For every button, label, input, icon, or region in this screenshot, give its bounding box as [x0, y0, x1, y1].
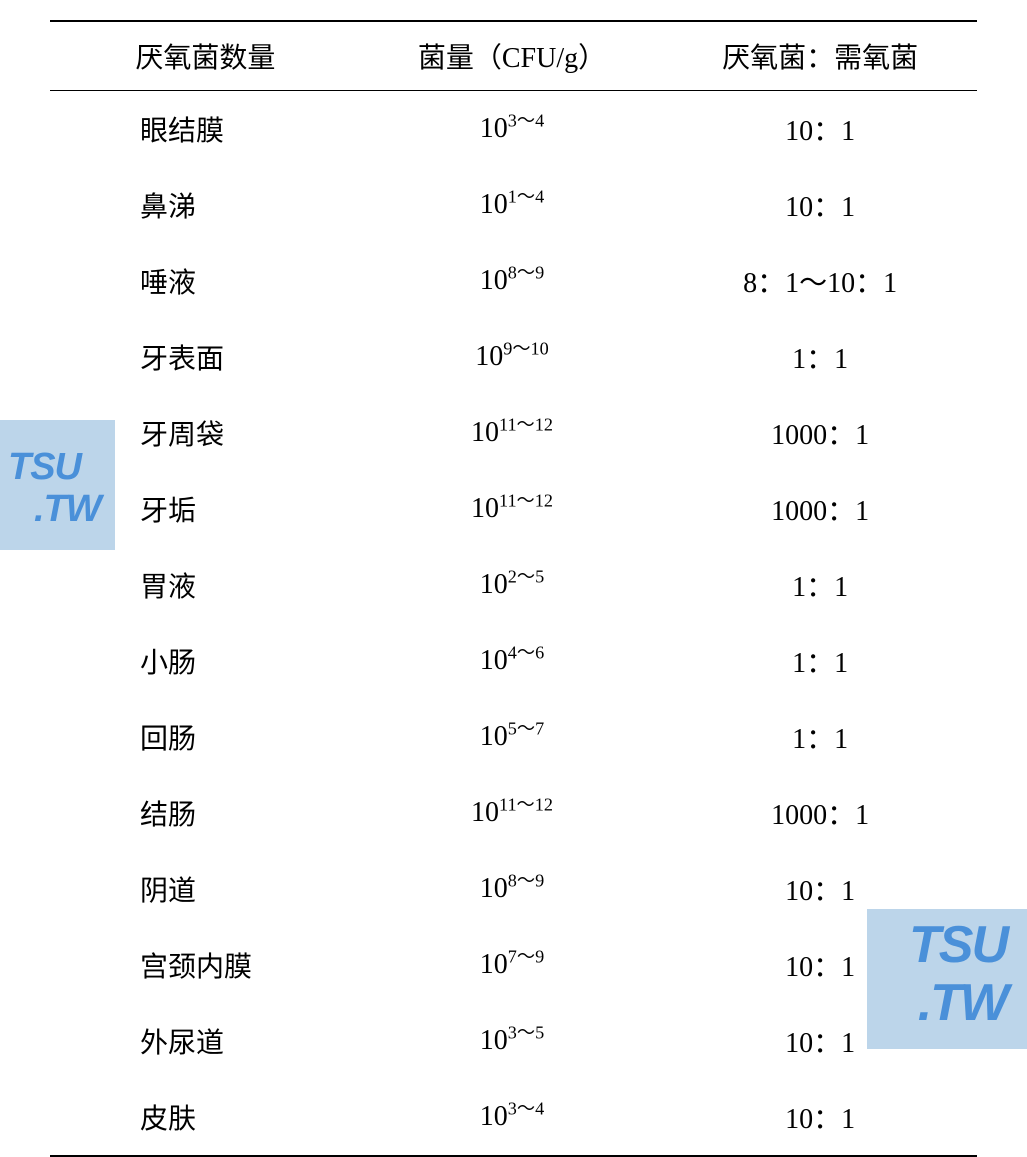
cell-ratio: 1000：1	[663, 471, 977, 547]
table-row: 宫颈内膜107～910：1	[50, 927, 977, 1003]
table-row: 眼结膜103～410：1	[50, 91, 977, 168]
cell-ratio: 1：1	[663, 623, 977, 699]
cell-site: 牙表面	[50, 319, 361, 395]
cfu-base: 10	[471, 493, 499, 524]
table-body: 眼结膜103～410：1鼻涕101～410：1唾液108～98：1～10：1牙表…	[50, 91, 977, 1157]
cell-site: 牙周袋	[50, 395, 361, 471]
table-container: 厌氧菌数量 菌量（CFU/g） 厌氧菌：需氧菌 眼结膜103～410：1鼻涕10…	[50, 20, 977, 1157]
table-row: 唾液108～98：1～10：1	[50, 243, 977, 319]
cell-cfu: 1011～12	[361, 395, 663, 471]
table-row: 外尿道103～510：1	[50, 1003, 977, 1079]
cfu-exponent: 3～4	[508, 1099, 544, 1119]
cell-cfu: 1011～12	[361, 471, 663, 547]
cell-cfu: 101～4	[361, 167, 663, 243]
cfu-exponent: 8～9	[508, 263, 544, 283]
table-row: 回肠105～71：1	[50, 699, 977, 775]
table-row: 胃液102～51：1	[50, 547, 977, 623]
cfu-base: 10	[480, 1025, 508, 1056]
cfu-base: 10	[480, 265, 508, 296]
cell-cfu: 108～9	[361, 243, 663, 319]
cell-ratio: 1000：1	[663, 395, 977, 471]
cfu-base: 10	[471, 797, 499, 828]
cell-cfu: 108～9	[361, 851, 663, 927]
table-row: 结肠1011～121000：1	[50, 775, 977, 851]
cell-site: 唾液	[50, 243, 361, 319]
cfu-base: 10	[480, 721, 508, 752]
cell-cfu: 102～5	[361, 547, 663, 623]
cell-site: 阴道	[50, 851, 361, 927]
cell-ratio: 8：1～10：1	[663, 243, 977, 319]
cfu-exponent: 8～9	[508, 871, 544, 891]
cell-cfu: 107～9	[361, 927, 663, 1003]
cell-ratio: 10：1	[663, 167, 977, 243]
cfu-base: 10	[480, 189, 508, 220]
cell-ratio: 10：1	[663, 927, 977, 1003]
cfu-base: 10	[480, 873, 508, 904]
cell-site: 小肠	[50, 623, 361, 699]
cell-ratio: 1：1	[663, 547, 977, 623]
cell-site: 牙垢	[50, 471, 361, 547]
header-col-cfu: 菌量（CFU/g）	[361, 21, 663, 91]
cfu-exponent: 7～9	[508, 947, 544, 967]
table-row: 牙垢1011～121000：1	[50, 471, 977, 547]
table-row: 牙周袋1011～121000：1	[50, 395, 977, 471]
cell-cfu: 103～4	[361, 1079, 663, 1156]
cell-cfu: 104～6	[361, 623, 663, 699]
cell-site: 眼结膜	[50, 91, 361, 168]
table-row: 小肠104～61：1	[50, 623, 977, 699]
cell-ratio: 10：1	[663, 1003, 977, 1079]
cell-site: 皮肤	[50, 1079, 361, 1156]
cell-cfu: 105～7	[361, 699, 663, 775]
cfu-base: 10	[480, 645, 508, 676]
cfu-exponent: 11～12	[499, 415, 553, 435]
cfu-base: 10	[480, 569, 508, 600]
cell-site: 回肠	[50, 699, 361, 775]
cfu-base: 10	[475, 341, 503, 372]
cell-site: 鼻涕	[50, 167, 361, 243]
cfu-exponent: 11～12	[499, 491, 553, 511]
cell-ratio: 1：1	[663, 699, 977, 775]
cell-cfu: 1011～12	[361, 775, 663, 851]
cfu-exponent: 11～12	[499, 795, 553, 815]
cell-ratio: 1：1	[663, 319, 977, 395]
table-header-row: 厌氧菌数量 菌量（CFU/g） 厌氧菌：需氧菌	[50, 21, 977, 91]
table-row: 皮肤103～410：1	[50, 1079, 977, 1156]
cfu-exponent: 3～4	[508, 111, 544, 131]
cell-site: 宫颈内膜	[50, 927, 361, 1003]
table-row: 鼻涕101～410：1	[50, 167, 977, 243]
cfu-exponent: 9～10	[503, 339, 548, 359]
cfu-exponent: 5～7	[508, 719, 544, 739]
header-col-ratio: 厌氧菌：需氧菌	[663, 21, 977, 91]
cell-site: 胃液	[50, 547, 361, 623]
cfu-exponent: 2～5	[508, 567, 544, 587]
cell-site: 外尿道	[50, 1003, 361, 1079]
bacteria-table: 厌氧菌数量 菌量（CFU/g） 厌氧菌：需氧菌 眼结膜103～410：1鼻涕10…	[50, 20, 977, 1157]
cell-ratio: 1000：1	[663, 775, 977, 851]
cfu-exponent: 3～5	[508, 1023, 544, 1043]
cell-cfu: 103～5	[361, 1003, 663, 1079]
cfu-base: 10	[480, 949, 508, 980]
cell-ratio: 10：1	[663, 1079, 977, 1156]
cell-ratio: 10：1	[663, 91, 977, 168]
table-row: 阴道108～910：1	[50, 851, 977, 927]
cfu-base: 10	[480, 113, 508, 144]
cfu-base: 10	[480, 1101, 508, 1132]
cell-cfu: 103～4	[361, 91, 663, 168]
header-col-site: 厌氧菌数量	[50, 21, 361, 91]
cfu-exponent: 4～6	[508, 643, 544, 663]
cell-site: 结肠	[50, 775, 361, 851]
cell-cfu: 109～10	[361, 319, 663, 395]
cfu-base: 10	[471, 417, 499, 448]
cfu-exponent: 1～4	[508, 187, 544, 207]
cell-ratio: 10：1	[663, 851, 977, 927]
table-row: 牙表面109～101：1	[50, 319, 977, 395]
